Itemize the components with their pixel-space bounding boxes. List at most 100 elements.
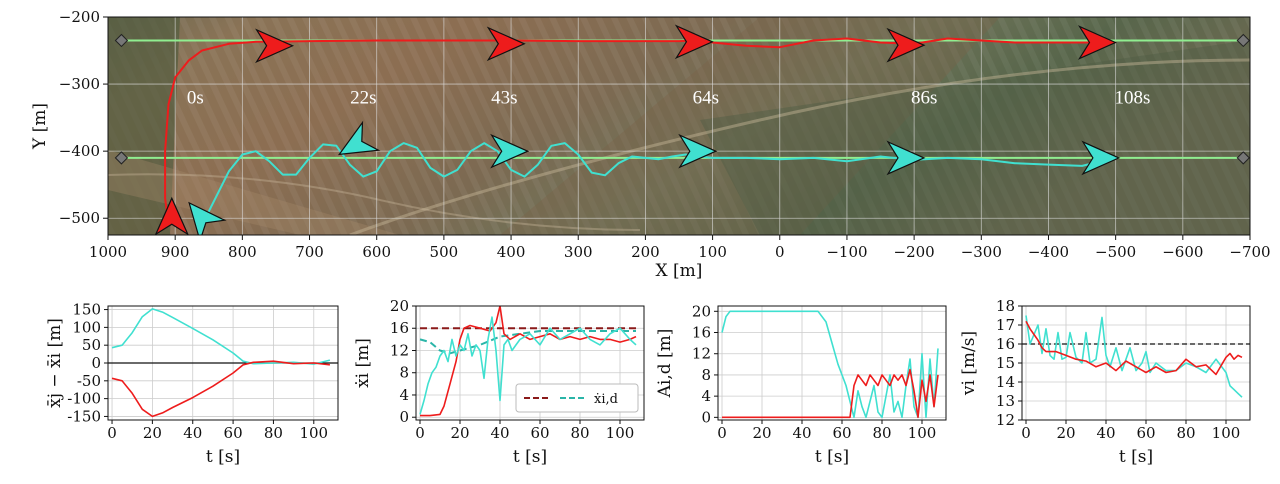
- red-heading-arrow: [674, 24, 714, 60]
- red-series-line: [111, 360, 330, 418]
- panel-frame: [1021, 305, 1251, 421]
- y-tick-label: 8: [399, 364, 409, 382]
- map-trajectories: 0s 22s 43s 64s 86s 108s: [114, 24, 1250, 235]
- x-tick-label: 100: [908, 424, 937, 442]
- red-trajectory: [164, 37, 1116, 226]
- map-frame: [107, 16, 1251, 236]
- cyan-trajectory: [201, 142, 1116, 226]
- x-tick-label: 80: [264, 424, 283, 442]
- plot-area: [108, 308, 338, 418]
- panel-frame: [717, 305, 947, 421]
- y-tick-label: 12: [692, 345, 711, 363]
- map-x-label: X [m]: [656, 261, 703, 281]
- y-tick-label: 12: [390, 341, 409, 359]
- y-tick-label: 16: [996, 335, 1015, 353]
- map-x-tick-label: −300: [961, 243, 1002, 261]
- x-tick-label: 60: [1136, 424, 1155, 442]
- cyan-series-line: [1025, 315, 1243, 398]
- map-x-tick-label: 300: [564, 243, 593, 261]
- y-tick-label: 0: [701, 408, 711, 426]
- y-tick-label: 14: [996, 373, 1015, 391]
- x-tick-label: 40: [1096, 424, 1115, 442]
- time-label: 86s: [911, 87, 937, 108]
- panel-frame: [107, 305, 339, 421]
- x-tick-label: 100: [299, 424, 328, 442]
- map-y-label: Y [m]: [30, 103, 50, 150]
- x-tick-label: 0: [415, 424, 425, 442]
- y-tick-label: 20: [390, 297, 409, 315]
- y-tick-label: 4: [701, 387, 711, 405]
- waypoint-marker: [1236, 151, 1250, 165]
- x-tick-label: 20: [143, 424, 162, 442]
- y-tick-label: 16: [390, 319, 409, 337]
- cyan-heading-arrow: [678, 133, 718, 169]
- x-tick-label: 40: [792, 424, 811, 442]
- x-tick-label: 0: [107, 424, 117, 442]
- map-x-tick-label: 0: [775, 243, 785, 261]
- plot-area: [1022, 315, 1250, 398]
- red-heading-arrow: [255, 28, 295, 64]
- map-y-tick-label: −500: [59, 209, 100, 227]
- red-heading-arrow: [486, 26, 526, 62]
- y-tick-label: 4: [399, 386, 409, 404]
- time-label: 22s: [350, 87, 376, 108]
- y-tick-label: 13: [996, 392, 1015, 410]
- y-tick-label: -150: [67, 407, 101, 425]
- y-tick-label: 50: [82, 336, 101, 354]
- map-x-tick-label: −100: [826, 243, 867, 261]
- time-label: 0s: [187, 87, 204, 108]
- y-tick-label: 17: [996, 316, 1015, 334]
- map-panel: 0s 22s 43s 64s 86s 108s 1000 900 800 700 600 500 40…: [30, 8, 1271, 281]
- x-tick-label: 20: [752, 424, 771, 442]
- map-x-tick-label: 400: [497, 243, 526, 261]
- cyan-series-line: [419, 316, 637, 415]
- map-x-tick-label: −200: [894, 243, 935, 261]
- map-x-tick-label: −700: [1229, 243, 1270, 261]
- map-x-tick-label: 800: [228, 243, 257, 261]
- y-tick-label: 12: [996, 411, 1015, 429]
- cyan-heading-arrow: [338, 120, 381, 156]
- map-y-tick-label: −200: [59, 8, 100, 26]
- legend-label: ẋi,d: [594, 392, 618, 407]
- cyan-series-line: [111, 308, 331, 365]
- panel-frame: [415, 305, 645, 421]
- map-y-tick-label: −300: [59, 75, 100, 93]
- map-x-tick-label: 1000: [89, 243, 127, 261]
- time-label: 64s: [693, 87, 719, 108]
- plot-area: [721, 310, 939, 419]
- y-tick-label: 16: [692, 324, 711, 342]
- map-x-tick-label: 500: [430, 243, 459, 261]
- cyan-heading-arrow: [1081, 140, 1121, 176]
- red-series-line: [722, 368, 939, 419]
- x-axis-label: t [s]: [815, 447, 849, 467]
- cyan-series-line: [721, 310, 939, 419]
- waypoint-marker: [1236, 33, 1250, 48]
- plot-area: [419, 306, 637, 417]
- cyan-heading-arrow: [886, 140, 926, 176]
- map-ticks: 1000 900 800 700 600 500 400 300 200 100 0 −100 −200…: [59, 8, 1271, 261]
- y-tick-label: -50: [77, 372, 101, 390]
- red-heading-arrow: [154, 196, 190, 235]
- waypoint-marker: [114, 151, 129, 165]
- y-tick-label: 0: [91, 354, 101, 372]
- red-series-line: [420, 306, 637, 417]
- y-axis-label: ẋi [m]: [353, 338, 373, 388]
- x-tick-label: 80: [570, 424, 589, 442]
- x-tick-label: 100: [606, 424, 635, 442]
- x-tick-label: 60: [224, 424, 243, 442]
- x-tick-label: 0: [1021, 424, 1031, 442]
- x-tick-label: 40: [490, 424, 509, 442]
- y-tick-label: 100: [72, 318, 101, 336]
- x-tick-label: 60: [832, 424, 851, 442]
- waypoint-marker: [114, 33, 129, 48]
- y-axis-label: x̄j − x̄i [m]: [45, 318, 65, 408]
- y-tick-label: 20: [692, 302, 711, 320]
- y-tick-label: 8: [701, 366, 711, 384]
- cyan-heading-arrow: [490, 133, 530, 169]
- x-axis-label: t [s]: [1119, 447, 1153, 467]
- map-x-tick-label: −500: [1095, 243, 1136, 261]
- time-label: 108s: [1114, 87, 1150, 108]
- speed-panel: 0 20 40 60 80 100 0 4 8 12 16 20 ẋi,d t [s] ẋi [m]: [353, 297, 645, 467]
